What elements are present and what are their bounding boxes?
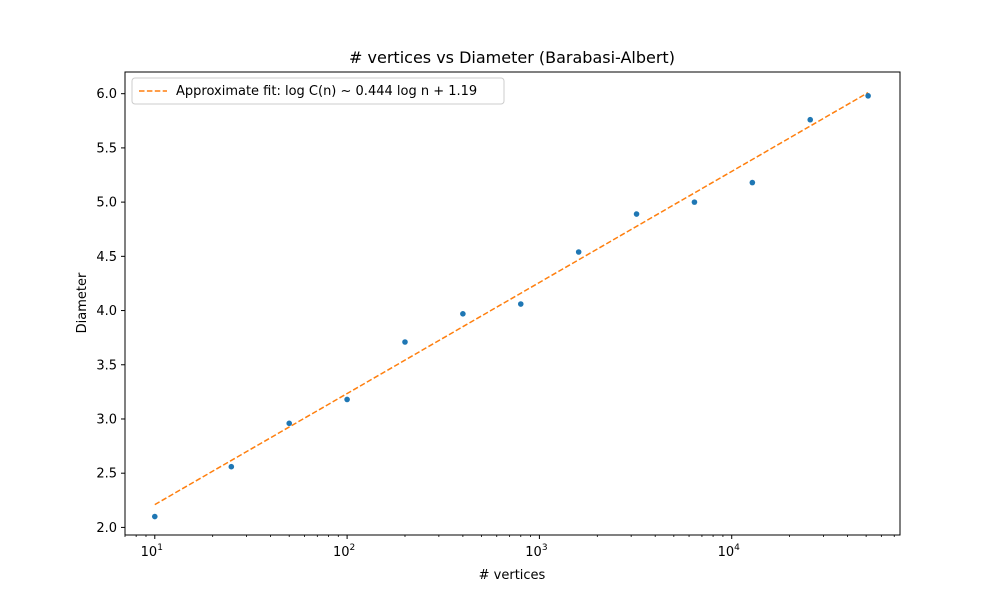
scatter-point: [460, 311, 466, 317]
y-tick-label: 2.0: [96, 521, 117, 536]
chart-title: # vertices vs Diameter (Barabasi-Albert): [349, 48, 675, 67]
x-axis-ticks: 101 102 103 104: [124, 535, 895, 560]
scatter-point: [228, 463, 235, 470]
fit-line: [154, 91, 869, 506]
x-tick-label: 102: [333, 543, 355, 560]
y-tick-label: 3.0: [96, 412, 117, 427]
y-tick-label: 5.5: [96, 141, 117, 156]
scatter-point: [633, 211, 640, 217]
scatter-point: [402, 339, 408, 345]
y-tick-label: 3.5: [96, 358, 117, 373]
y-tick-label: 5.0: [96, 196, 117, 211]
x-axis-label: # vertices: [479, 568, 546, 583]
plot-frame: [124, 71, 901, 536]
series-layer: [151, 91, 871, 520]
scatter-point: [151, 513, 158, 520]
scatter-point: [691, 199, 698, 205]
y-axis-ticks: 2.0 2.5 3.0 3.5 4.0 4.5 5.0 5.5 6.0: [96, 87, 125, 536]
scatter-point: [575, 249, 582, 255]
y-tick-label: 4.5: [96, 250, 117, 265]
scatter-point: [286, 420, 293, 427]
legend-fit-line-label: Approximate fit: log C(n) ~ 0.444 log n …: [176, 84, 477, 99]
y-tick-label: 4.0: [96, 304, 117, 319]
y-axis-label: Diameter: [75, 272, 90, 333]
legend: Approximate fit: log C(n) ~ 0.444 log n …: [131, 77, 505, 105]
legend-box: [131, 77, 505, 105]
y-tick-label: 6.0: [96, 87, 117, 102]
x-tick-label: 104: [718, 543, 741, 560]
scatter-point: [517, 301, 524, 307]
y-tick-label: 2.5: [96, 467, 117, 482]
scatter-point: [865, 93, 871, 99]
x-tick-label: 103: [525, 543, 547, 560]
scatter-point: [749, 179, 756, 186]
x-tick-label: 101: [141, 543, 163, 560]
scatter-point: [807, 116, 814, 123]
scatter-point: [344, 396, 350, 403]
